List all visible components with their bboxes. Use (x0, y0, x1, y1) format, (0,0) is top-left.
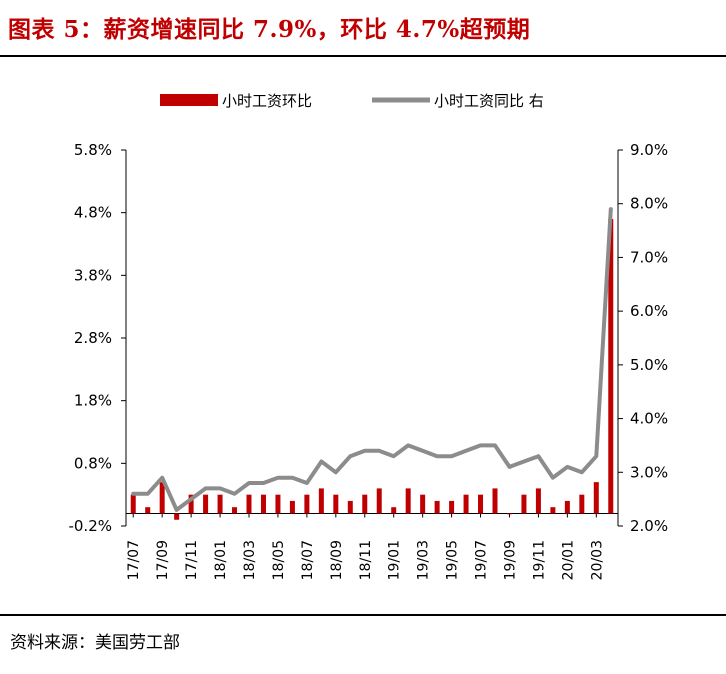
left-tick-label: 3.8% (74, 266, 112, 284)
source-note: 资料来源：美国劳工部 (10, 633, 180, 653)
bar-20/01 (564, 500, 570, 514)
bar-18/07 (304, 494, 310, 514)
bar-18/12 (376, 488, 382, 514)
bottom-divider (0, 614, 726, 616)
left-tick-label: -0.2% (68, 517, 112, 535)
right-tick-label: 7.0% (630, 248, 668, 266)
x-tick-label: 18/05 (271, 540, 287, 580)
bar-20/02 (579, 494, 585, 514)
bar-19/09 (506, 513, 512, 515)
right-tick-label: 3.0% (630, 463, 668, 481)
bar-19/01 (391, 507, 397, 514)
bar-19/06 (463, 494, 469, 514)
bar-17/09 (159, 482, 165, 514)
bar-18/05 (275, 494, 281, 514)
bar-18/08 (318, 488, 324, 514)
bar-17/07 (130, 494, 136, 514)
right-tick-label: 8.0% (630, 195, 668, 213)
x-tick-label: 18/11 (358, 540, 374, 580)
x-tick-label: 19/09 (502, 540, 518, 580)
x-tick-label: 18/01 (213, 540, 229, 580)
x-tick-label: 18/07 (300, 540, 316, 580)
bar-19/02 (405, 488, 411, 514)
line-series (131, 207, 613, 512)
x-tick-label: 20/01 (560, 540, 576, 580)
yoy-line (131, 207, 613, 512)
legend: 小时工资环比 小时工资同比 右 (160, 92, 544, 110)
top-divider (0, 55, 726, 57)
bar-18/10 (347, 500, 353, 514)
x-tick-label: 20/03 (589, 540, 605, 580)
bar-17/12 (203, 494, 209, 514)
chart-title: 图表 5：薪资增速同比 7.9%，环比 4.7%超预期 (8, 16, 531, 43)
bar-18/06 (289, 500, 295, 514)
bar-19/12 (550, 507, 556, 514)
left-tick-label: 1.8% (74, 392, 112, 410)
right-tick-label: 9.0% (630, 141, 668, 159)
left-tick-label: 4.8% (74, 204, 112, 222)
bar-19/04 (434, 500, 440, 514)
bar-19/11 (535, 488, 541, 514)
x-tick-label: 17/11 (184, 540, 200, 580)
bar-18/01 (217, 494, 223, 514)
bar-19/10 (521, 494, 527, 514)
legend-bar-label: 小时工资环比 (222, 92, 312, 110)
left-tick-label: 2.8% (74, 329, 112, 347)
right-tick-label: 6.0% (630, 302, 668, 320)
left-tick-label: 0.8% (74, 454, 112, 472)
bar-19/05 (449, 500, 455, 514)
legend-line-label: 小时工资同比 右 (434, 92, 544, 110)
right-tick-label: 2.0% (630, 517, 668, 535)
bar-19/03 (420, 494, 426, 514)
x-tick-label: 19/07 (474, 540, 490, 580)
left-tick-label: 5.8% (74, 141, 112, 159)
right-tick-label: 5.0% (630, 356, 668, 374)
x-tick-label: 19/01 (387, 540, 403, 580)
bar-19/07 (478, 494, 484, 514)
bar-20/04 (608, 218, 614, 514)
bar-18/11 (362, 494, 368, 514)
x-tick-label: 19/11 (531, 540, 547, 580)
x-tick-label: 17/07 (126, 540, 142, 580)
x-tick-label: 17/09 (155, 540, 171, 580)
bar-series (130, 218, 614, 520)
bar-17/10 (174, 513, 180, 520)
bar-17/08 (145, 507, 151, 514)
right-tick-label: 4.0% (630, 410, 668, 428)
bar-20/03 (593, 482, 599, 514)
bar-18/04 (260, 494, 266, 514)
bar-19/08 (492, 488, 498, 514)
bar-18/02 (232, 507, 238, 514)
bar-18/03 (246, 494, 252, 514)
bar-18/09 (333, 494, 339, 514)
x-tick-label: 18/03 (242, 540, 258, 580)
bar-17/11 (188, 494, 194, 514)
axes: 5.8% 4.8% 3.8% 2.8% 1.8% 0.8% -0.2% 9.0% 8.0% 7.0… (68, 141, 668, 580)
legend-bar-swatch (160, 94, 218, 106)
x-tick-label: 19/05 (445, 540, 461, 580)
x-tick-label: 18/09 (329, 540, 345, 580)
x-tick-label: 19/03 (416, 540, 432, 580)
